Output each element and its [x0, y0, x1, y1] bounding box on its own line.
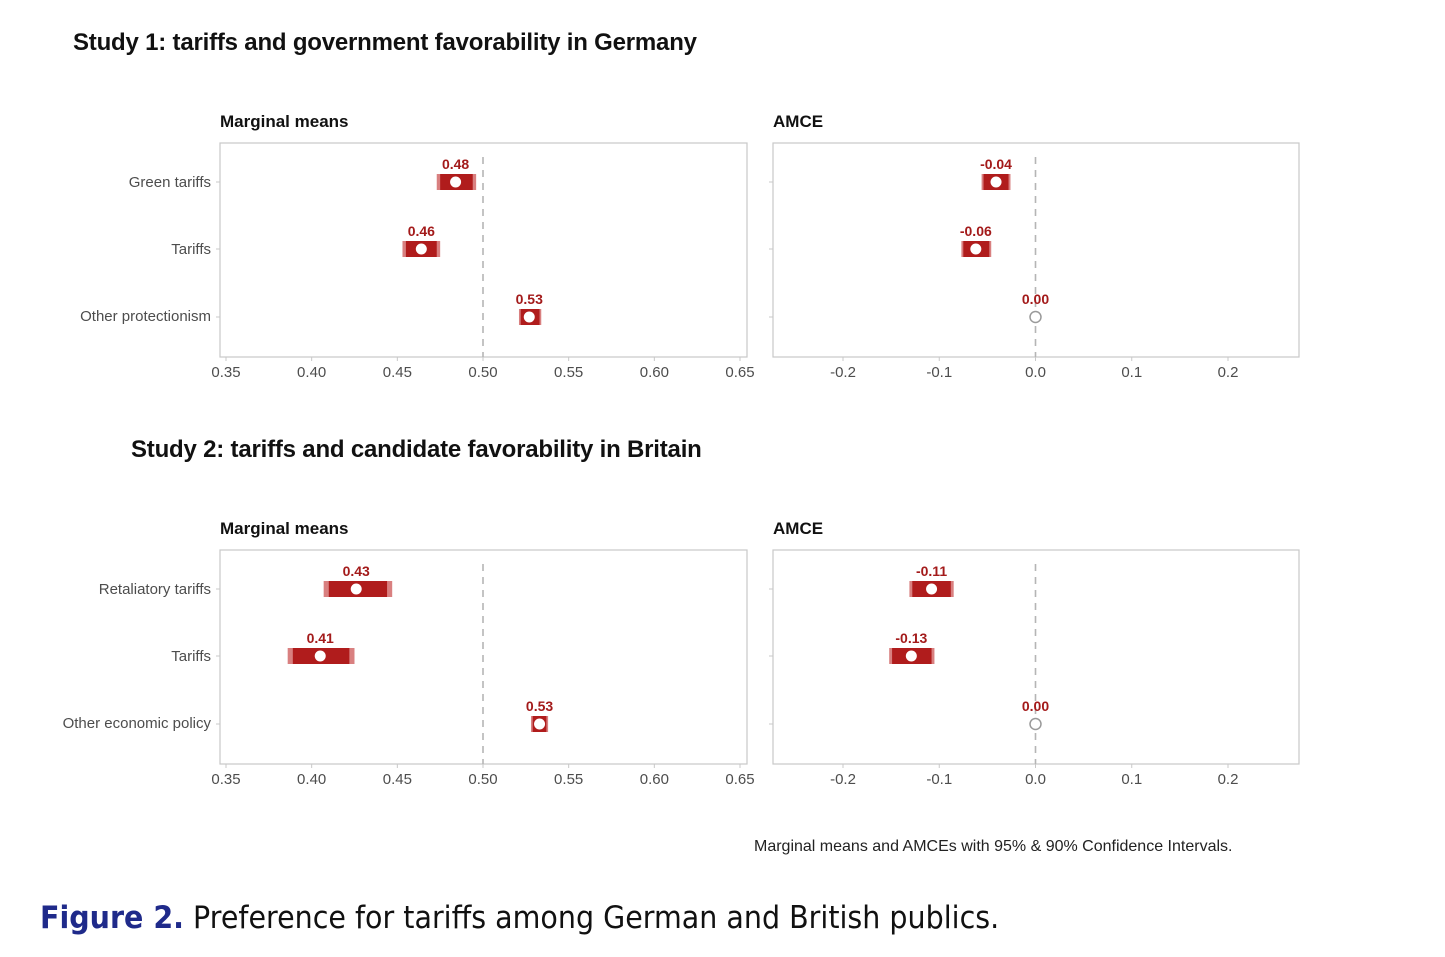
category-label: Tariffs: [171, 241, 211, 258]
x-tick-label: 0.1: [1121, 771, 1143, 788]
estimate-point: 0.41: [287, 630, 355, 664]
category-label: Retaliatory tariffs: [98, 581, 211, 598]
estimate-point: 0.00: [1022, 698, 1049, 731]
figure-caption: Figure 2. Preference for tariffs among G…: [40, 900, 999, 936]
x-tick-label: -0.1: [926, 364, 953, 381]
estimate-point: 0.43: [323, 563, 393, 597]
study1-mm-title: Marginal means: [220, 112, 349, 131]
x-tick-label: 0.2: [1217, 771, 1239, 788]
x-tick-label: 0.0: [1025, 364, 1046, 381]
point-marker: [970, 243, 982, 255]
point-marker: [314, 650, 326, 662]
x-tick-label: 0.55: [554, 364, 584, 381]
estimate-point: -0.06: [960, 223, 992, 257]
x-tick-label: 0.60: [639, 364, 669, 381]
estimate-point: 0.48: [436, 156, 477, 190]
x-tick-label: 0.60: [639, 771, 669, 788]
point-marker: [926, 583, 938, 595]
point-marker: [450, 176, 462, 188]
category-label: Green tariffs: [128, 174, 211, 191]
study2-mm-title: Marginal means: [220, 519, 349, 538]
category-label: Other protectionism: [80, 308, 211, 325]
figure-number: Figure 2.: [40, 900, 184, 936]
x-tick-label: 0.45: [382, 771, 412, 788]
reference-point: [1029, 310, 1042, 324]
caption-text: Preference for tariffs among German and …: [183, 900, 1000, 936]
value-label: 0.00: [1022, 698, 1049, 714]
estimate-point: 0.46: [402, 223, 441, 257]
study2-amce-title: AMCE: [773, 519, 824, 538]
x-tick-label: -0.2: [830, 771, 856, 788]
estimate-point: 0.53: [516, 291, 543, 325]
x-tick-label: 0.35: [211, 771, 241, 788]
x-tick-label: 0.45: [382, 364, 412, 381]
point-marker: [534, 718, 546, 730]
study1-amce-title: AMCE: [773, 112, 824, 131]
estimate-point: 0.53: [526, 698, 553, 732]
study1-title: Study 1: tariffs and government favorabi…: [73, 29, 697, 56]
point-marker: [523, 311, 535, 323]
x-tick-label: 0.40: [297, 771, 327, 788]
x-tick-label: 0.65: [725, 364, 755, 381]
point-marker: [905, 650, 917, 662]
x-tick-label: -0.1: [926, 771, 953, 788]
estimate-point: -0.11: [909, 563, 954, 597]
x-tick-label: 0.0: [1025, 771, 1046, 788]
x-tick-label: -0.2: [830, 364, 856, 381]
point-marker: [415, 243, 427, 255]
value-label: 0.53: [516, 291, 543, 307]
point-marker: [990, 176, 1002, 188]
value-label: -0.04: [980, 156, 1012, 172]
value-label: 0.48: [442, 156, 469, 172]
value-label: -0.06: [960, 223, 992, 239]
category-label: Other economic policy: [62, 715, 211, 732]
ci-note: Marginal means and AMCEs with 95% & 90% …: [754, 838, 1233, 855]
estimate-point: -0.13: [889, 630, 935, 664]
point-marker: [350, 583, 362, 595]
value-label: 0.46: [408, 223, 435, 239]
category-label: Tariffs: [171, 648, 211, 665]
value-label: -0.11: [916, 563, 947, 579]
x-tick-label: 0.50: [468, 771, 498, 788]
reference-point: [1029, 717, 1042, 731]
value-label: 0.53: [526, 698, 553, 714]
value-label: -0.13: [895, 630, 927, 646]
estimate-point: 0.00: [1022, 291, 1049, 324]
value-label: 0.43: [343, 563, 370, 579]
x-tick-label: 0.65: [725, 771, 755, 788]
value-label: 0.41: [307, 630, 334, 646]
x-tick-label: 0.1: [1121, 364, 1143, 381]
x-tick-label: 0.2: [1217, 364, 1239, 381]
x-tick-label: 0.50: [468, 364, 498, 381]
study2-title: Study 2: tariffs and candidate favorabil…: [131, 436, 702, 463]
x-tick-label: 0.55: [554, 771, 584, 788]
x-tick-label: 0.35: [211, 364, 241, 381]
x-tick-label: 0.40: [297, 364, 327, 381]
estimate-point: -0.04: [980, 156, 1012, 190]
value-label: 0.00: [1022, 291, 1049, 307]
